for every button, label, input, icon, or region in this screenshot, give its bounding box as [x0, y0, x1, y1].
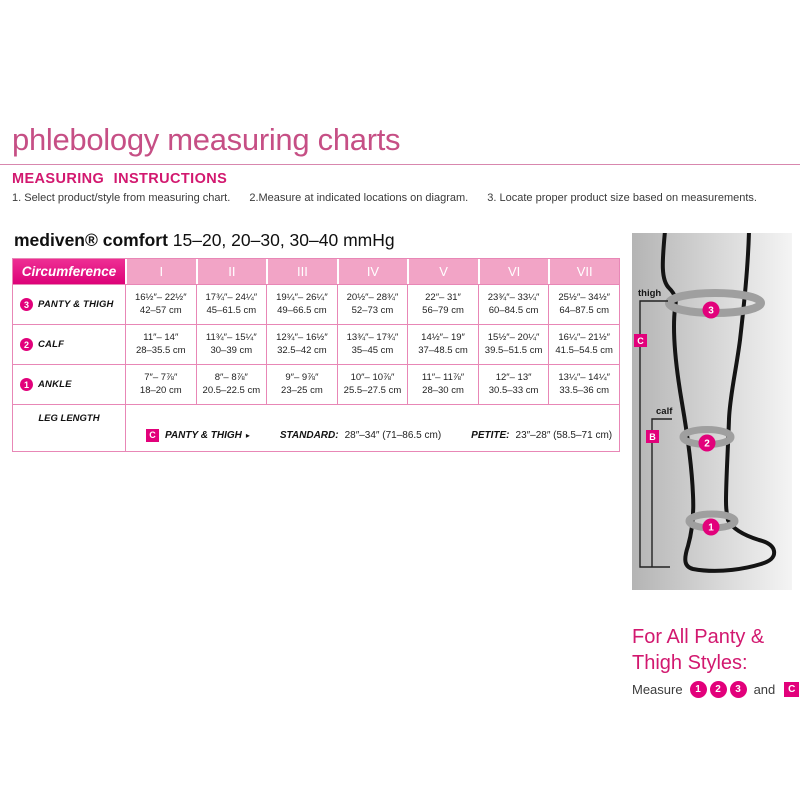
product-name: mediven® comfort: [14, 230, 168, 250]
measurement-cell: 11″– 11⅞″ 28–30 cm: [407, 364, 478, 404]
row-label: PANTY & THIGH: [38, 299, 114, 310]
marker-3-number: 3: [708, 306, 714, 317]
marker-2-badge: 2: [709, 681, 727, 698]
measurement-cell: 16¼″– 21½″ 41.5–54.5 cm: [548, 324, 619, 364]
measurement-cell: 13¼″– 14¼″ 33.5–36 cm: [548, 364, 619, 404]
instruction-step-1: 1. Select product/style from measuring c…: [12, 192, 231, 204]
instruction-step-3: 3. Locate proper product size based on m…: [487, 192, 757, 204]
size-header-VI: VI: [477, 259, 549, 284]
c-square-badge: [634, 334, 647, 347]
row-label-cell: 1 ANKLE: [13, 364, 125, 404]
size-header-V: V: [407, 259, 478, 284]
product-pressures: 15–20, 20–30, 30–40 mmHg: [167, 230, 395, 250]
marker-1-circle: [702, 518, 720, 536]
size-table-wrap: Circumference I II III IV V VI VII 3 PAN…: [12, 258, 620, 452]
measurement-cell: 13¾″– 17¾″ 35–45 cm: [336, 324, 408, 364]
standard-value: 28″–34″ (71–86.5 cm): [344, 429, 442, 441]
measurement-cell: 12¾″– 16½″ 32.5–42 cm: [266, 324, 337, 364]
table-row-ankle: 1 ANKLE 7″– 7⅞″ 18–20 cm 8″– 8⅞″ 20.5–22.5…: [13, 364, 619, 404]
marker-3-badge: 3: [20, 298, 33, 311]
measurement-cell: 15½″– 20¼″ 39.5–51.5 cm: [477, 324, 549, 364]
leg-outline-front: [660, 229, 777, 573]
size-header-VII: VII: [548, 259, 619, 284]
measurement-cell: 16½″– 22½″ 42–57 cm: [125, 284, 196, 324]
measurement-cell: 23¾″– 33¼″ 60–84.5 cm: [477, 284, 549, 324]
table-row-leg-length: LEG LENGTH C PANTY & THIGH ▸ STANDARD: 2…: [13, 404, 619, 451]
size-header-I: I: [125, 259, 196, 284]
measurement-cell: 19¼″– 26¼″ 49–66.5 cm: [266, 284, 337, 324]
measurement-cell: 17¾″– 24¼″ 45–61.5 cm: [195, 284, 267, 324]
product-heading: mediven® comfort 15–20, 20–30, 30–40 mmH…: [14, 230, 395, 251]
row-label: ANKLE: [38, 379, 72, 390]
marker-2-circle: [698, 434, 716, 452]
measurement-cell: 10″– 10⅞″ 25.5–27.5 cm: [336, 364, 408, 404]
size-header-II: II: [195, 259, 267, 284]
measurement-cell: 11¾″– 15¼″ 30–39 cm: [195, 324, 267, 364]
marker-2-badge: 2: [20, 338, 33, 351]
marker-3-badge: 3: [729, 681, 747, 698]
leg-length-label-cell: LEG LENGTH: [13, 404, 125, 451]
table-row-calf: 2 CALF 11″– 14″ 28–35.5 cm 11¾″– 15¼″ 30–3…: [13, 324, 619, 364]
page-title: phlebology measuring charts: [12, 122, 401, 157]
calf-label: calf: [656, 406, 673, 417]
marker-1-badge: 1: [20, 378, 33, 391]
measurement-cell: 22″– 31″ 56–79 cm: [407, 284, 478, 324]
triangle-right-icon: ▸: [245, 430, 250, 440]
leg-length-content-cell: C PANTY & THIGH ▸ STANDARD: 28″–34″ (71–…: [125, 404, 619, 451]
and-label: and: [753, 682, 776, 697]
measure-instruction-row: Measure 1 2 3 and C: [632, 681, 800, 698]
length-b-bracket: [651, 418, 672, 567]
measurement-cell: 14½″– 19″ 37–48.5 cm: [407, 324, 478, 364]
instruction-step-2: 2.Measure at indicated locations on diag…: [249, 192, 469, 204]
panel-heading-line2: Thigh Styles:: [632, 652, 748, 675]
measurement-cell: 8″– 8⅞″ 20.5–22.5 cm: [195, 364, 267, 404]
c-square-label: C: [637, 336, 644, 346]
table-row-panty-thigh: 3 PANTY & THIGH 16½″– 22½″ 42–57 cm 17¾″–…: [13, 284, 619, 324]
panel-heading: For All Panty & Thigh Styles:: [632, 624, 764, 677]
size-header-III: III: [266, 259, 337, 284]
c-badge: C: [784, 682, 800, 697]
measurement-cell: 11″– 14″ 28–35.5 cm: [125, 324, 196, 364]
leg-length-label: LEG LENGTH: [38, 413, 100, 424]
c-badge: C: [146, 428, 159, 442]
measurement-cell: 7″– 7⅞″ 18–20 cm: [125, 364, 196, 404]
marker-2-number: 2: [704, 439, 710, 450]
row-label-cell: 2 CALF: [13, 324, 125, 364]
leg-length-style-label: PANTY & THIGH: [165, 429, 242, 441]
leg-measuring-diagram: thigh calf C B 3 2 1: [632, 229, 792, 590]
instruction-steps: 1. Select product/style from measuring c…: [12, 192, 773, 204]
b-square-label: B: [649, 432, 656, 442]
standard-label: STANDARD:: [279, 429, 339, 441]
measurement-cell: 20½″– 28¾″ 52–73 cm: [336, 284, 408, 324]
measuring-instructions-heading: MEASURING INSTRUCTIONS: [12, 171, 228, 187]
petite-label: PETITE:: [471, 429, 510, 441]
measurement-cell: 25½″– 34½″ 64–87.5 cm: [548, 284, 619, 324]
panel-heading-line1: For All Panty &: [632, 626, 765, 648]
measurement-cell: 12″– 13″ 30.5–33 cm: [477, 364, 549, 404]
b-square-badge: [646, 430, 659, 443]
measurement-cell: 9″– 9⅞″ 23–25 cm: [266, 364, 337, 404]
marker-1-badge: 1: [689, 681, 707, 698]
marker-3-circle: [702, 301, 720, 319]
leg-diagram-svg: thigh calf C B 3 2 1: [632, 229, 792, 590]
circumference-header: Circumference: [13, 259, 125, 284]
row-label: CALF: [38, 339, 65, 350]
row-label-cell: 3 PANTY & THIGH: [13, 284, 125, 324]
petite-value: 23″–28″ (58.5–71 cm): [515, 429, 613, 441]
title-divider: [0, 164, 800, 165]
size-table: Circumference I II III IV V VI VII 3 PAN…: [12, 258, 620, 452]
thigh-label: thigh: [638, 288, 661, 299]
marker-1-number: 1: [708, 523, 714, 534]
table-header-row: Circumference I II III IV V VI VII: [13, 259, 619, 284]
size-header-IV: IV: [336, 259, 408, 284]
measure-label: Measure: [632, 682, 683, 697]
length-c-bracket: [639, 300, 670, 568]
